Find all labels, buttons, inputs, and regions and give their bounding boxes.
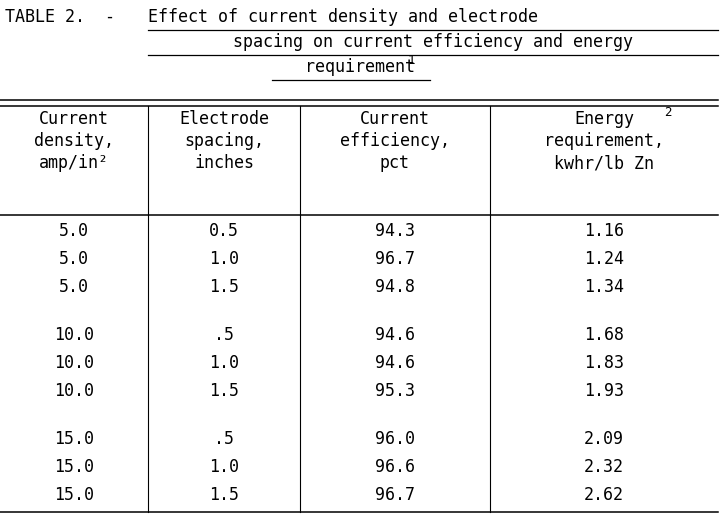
- Text: 5.0: 5.0: [59, 222, 89, 240]
- Text: 2: 2: [664, 106, 672, 119]
- Text: 1.5: 1.5: [209, 278, 239, 296]
- Text: 1.5: 1.5: [209, 486, 239, 504]
- Text: 96.7: 96.7: [375, 250, 415, 268]
- Text: efficiency,: efficiency,: [340, 132, 450, 150]
- Text: TABLE 2.  -: TABLE 2. -: [5, 8, 115, 26]
- Text: 5.0: 5.0: [59, 250, 89, 268]
- Text: spacing on current efficiency and energy: spacing on current efficiency and energy: [233, 33, 633, 51]
- Text: 1.16: 1.16: [584, 222, 624, 240]
- Text: 15.0: 15.0: [54, 486, 94, 504]
- Text: .5: .5: [214, 430, 234, 448]
- Text: 1.83: 1.83: [584, 354, 624, 372]
- Text: 1.34: 1.34: [584, 278, 624, 296]
- Text: 94.6: 94.6: [375, 326, 415, 344]
- Text: 5.0: 5.0: [59, 278, 89, 296]
- Text: Current: Current: [360, 110, 430, 128]
- Text: 2.09: 2.09: [584, 430, 624, 448]
- Text: 94.3: 94.3: [375, 222, 415, 240]
- Text: 2.62: 2.62: [584, 486, 624, 504]
- Text: 0.5: 0.5: [209, 222, 239, 240]
- Text: Effect of current density and electrode: Effect of current density and electrode: [148, 8, 538, 26]
- Text: inches: inches: [194, 154, 254, 172]
- Text: 1.0: 1.0: [209, 458, 239, 476]
- Text: 2.32: 2.32: [584, 458, 624, 476]
- Text: Energy: Energy: [574, 110, 634, 128]
- Text: 10.0: 10.0: [54, 354, 94, 372]
- Text: Current: Current: [39, 110, 109, 128]
- Text: requirement,: requirement,: [544, 132, 664, 150]
- Text: 1.68: 1.68: [584, 326, 624, 344]
- Text: 1.0: 1.0: [209, 354, 239, 372]
- Text: 96.7: 96.7: [375, 486, 415, 504]
- Text: 15.0: 15.0: [54, 458, 94, 476]
- Text: 96.6: 96.6: [375, 458, 415, 476]
- Text: density,: density,: [34, 132, 114, 150]
- Text: 15.0: 15.0: [54, 430, 94, 448]
- Text: Electrode: Electrode: [179, 110, 269, 128]
- Text: 1.93: 1.93: [584, 382, 624, 400]
- Text: kwhr/lb Zn: kwhr/lb Zn: [554, 154, 654, 172]
- Text: 96.0: 96.0: [375, 430, 415, 448]
- Text: 94.6: 94.6: [375, 354, 415, 372]
- Text: 1: 1: [408, 54, 416, 67]
- Text: 94.8: 94.8: [375, 278, 415, 296]
- Text: pct: pct: [380, 154, 410, 172]
- Text: 1.5: 1.5: [209, 382, 239, 400]
- Text: .5: .5: [214, 326, 234, 344]
- Text: amp/in²: amp/in²: [39, 154, 109, 172]
- Text: 10.0: 10.0: [54, 382, 94, 400]
- Text: spacing,: spacing,: [184, 132, 264, 150]
- Text: 1.24: 1.24: [584, 250, 624, 268]
- Text: 10.0: 10.0: [54, 326, 94, 344]
- Text: 95.3: 95.3: [375, 382, 415, 400]
- Text: 1.0: 1.0: [209, 250, 239, 268]
- Text: requirement: requirement: [305, 58, 415, 76]
